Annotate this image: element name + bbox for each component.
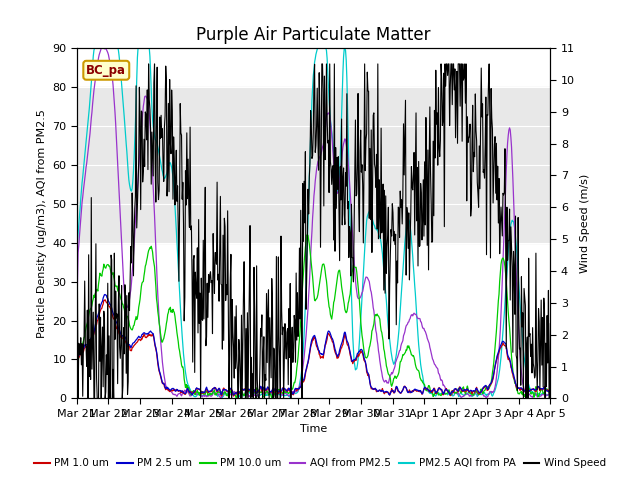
Title: Purple Air Particulate Matter: Purple Air Particulate Matter [196,25,431,44]
X-axis label: Time: Time [300,424,327,434]
Text: BC_pa: BC_pa [86,64,126,77]
Legend: PM 1.0 um, PM 2.5 um, PM 10.0 um, AQI from PM2.5, PM2.5 AQI from PA, Wind Speed: PM 1.0 um, PM 2.5 um, PM 10.0 um, AQI fr… [30,454,610,472]
Y-axis label: Wind Speed (m/s): Wind Speed (m/s) [580,174,590,273]
Y-axis label: Particle Density (ug/m3), AQI from PM2.5: Particle Density (ug/m3), AQI from PM2.5 [36,109,47,337]
Bar [77,87,550,243]
